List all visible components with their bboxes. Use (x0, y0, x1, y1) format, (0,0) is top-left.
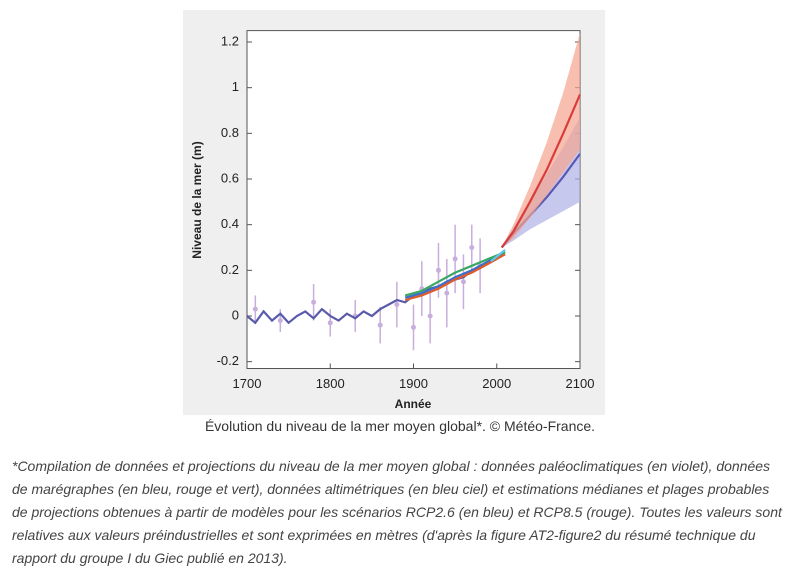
y-tick-label: 0.4 (221, 216, 239, 231)
data-point (327, 320, 333, 326)
y-tick-label: -0.2 (217, 353, 239, 368)
data-point (411, 324, 416, 330)
y-tick-label: 1.2 (221, 33, 239, 48)
data-point (394, 302, 400, 308)
data-point (444, 290, 450, 296)
data-point (311, 299, 317, 305)
likely-range (501, 32, 580, 248)
series-line (404, 253, 506, 302)
y-tick-label: 0.8 (221, 125, 239, 140)
x-axis-label: Année (395, 397, 432, 411)
y-tick-label: 0.2 (221, 262, 239, 277)
series-line (490, 248, 506, 263)
data-point (435, 267, 441, 273)
x-tick-label: 2100 (566, 376, 595, 391)
y-tick-label: 1 (232, 79, 239, 94)
data-point (252, 306, 258, 312)
series-line (404, 251, 506, 299)
series-line (404, 251, 506, 297)
x-tick-label: 2000 (482, 376, 511, 391)
data-point (377, 322, 383, 328)
data-point (460, 279, 466, 285)
x-tick-label: 1700 (233, 376, 262, 391)
y-tick-label: 0.6 (221, 170, 239, 185)
footnote: *Compilation de données et projections d… (12, 458, 782, 566)
data-point (277, 318, 283, 324)
series-line (500, 94, 582, 249)
x-tick-label: 1800 (316, 376, 345, 391)
y-tick-label: 0 (232, 307, 239, 322)
y-axis-label: Niveau de la mer (m) (190, 141, 204, 258)
data-point (452, 256, 458, 262)
data-point (469, 244, 475, 250)
data-point (427, 313, 433, 319)
x-tick-label: 1900 (399, 376, 428, 391)
chart: Année Niveau de la mer (m) -0.2 0 0.2 0.4 0.… (183, 10, 605, 415)
caption: Évolution du niveau de la mer moyen glob… (204, 418, 596, 434)
